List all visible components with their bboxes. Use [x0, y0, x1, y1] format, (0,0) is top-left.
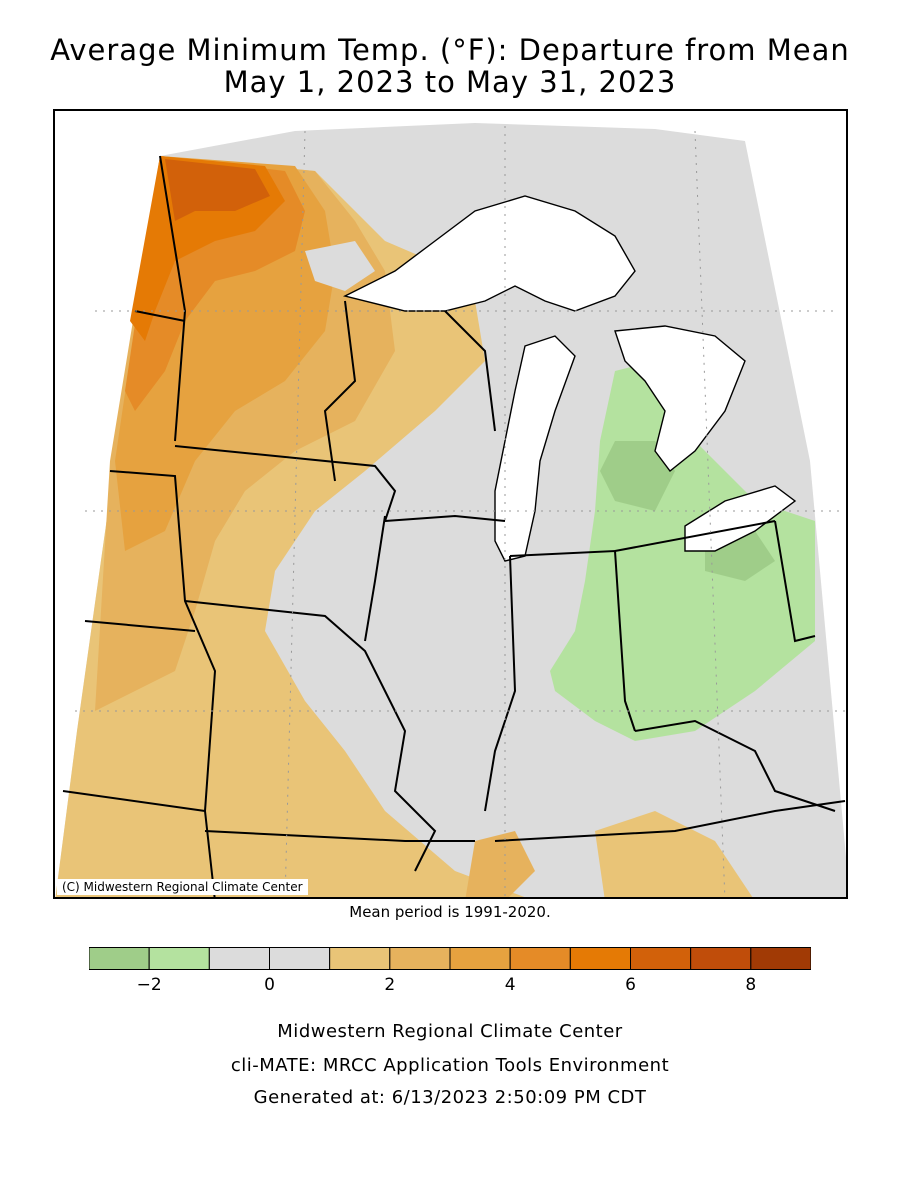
legend-swatch-2 [208, 947, 271, 970]
anomaly-warm-south-2 [465, 831, 535, 897]
lake-erie [684, 485, 797, 552]
anomaly-normal-patch [305, 241, 375, 291]
graticule [75, 126, 846, 897]
lake-huron [614, 325, 746, 472]
anomaly-cool-below-2 [600, 441, 675, 511]
legend-swatch-1 [148, 947, 210, 970]
legend-swatch-10 [690, 947, 752, 970]
anomaly-warm-6to7 [165, 159, 270, 221]
legend-swatch-5 [389, 947, 451, 970]
legend-swatch-11 [750, 947, 811, 970]
map-title: Average Minimum Temp. (°F): Departure fr… [50, 33, 850, 67]
legend-tick-5: 8 [745, 975, 757, 995]
mean-period-note: Mean period is 1991-2020. [349, 903, 551, 921]
copyright-label: (C) Midwestern Regional Climate Center [57, 879, 308, 895]
legend-swatch-6 [449, 947, 511, 970]
legend-swatch-0 [89, 947, 150, 970]
lake-superior [342, 195, 636, 312]
legend-tick-4: 6 [625, 975, 636, 995]
color-legend [89, 947, 811, 970]
anomaly-map [55, 123, 846, 897]
legend-tick-0: −2 [136, 975, 162, 995]
footer-tool-name: cli-MATE: MRCC Application Tools Environ… [230, 1055, 670, 1076]
legend-swatch-9 [630, 947, 692, 970]
footer-organization: Midwestern Regional Climate Center [277, 1021, 623, 1042]
footer-generated-time: Generated at: 6/13/2023 2:50:09 PM CDT [253, 1087, 647, 1108]
map-date-range: May 1, 2023 to May 31, 2023 [223, 65, 677, 99]
legend-swatch-4 [329, 947, 391, 970]
state-boundaries [62, 155, 846, 897]
legend-swatch-8 [569, 947, 632, 970]
map-frame: (C) Midwestern Regional Climate Center [53, 109, 848, 899]
legend-swatch-3 [269, 947, 331, 970]
legend-tick-3: 4 [504, 975, 516, 995]
legend-swatch-7 [509, 947, 571, 970]
legend-tick-labels: −2 0 2 4 6 8 [89, 975, 811, 997]
legend-tick-1: 0 [264, 975, 275, 995]
legend-tick-2: 2 [384, 975, 396, 995]
